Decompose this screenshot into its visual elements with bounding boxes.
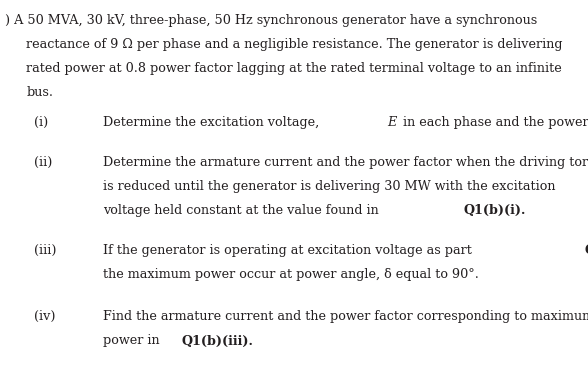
Text: is reduced until the generator is delivering 30 MW with the excitation: is reduced until the generator is delive… bbox=[103, 180, 556, 193]
Text: power in: power in bbox=[103, 334, 163, 348]
Text: in each phase and the power angle, δ.: in each phase and the power angle, δ. bbox=[399, 116, 588, 130]
Text: (i): (i) bbox=[34, 116, 48, 130]
Text: Q1(b)(i).: Q1(b)(i). bbox=[464, 204, 526, 217]
Text: (iii): (iii) bbox=[34, 244, 56, 257]
Text: ) A 50 MVA, 30 kV, three-phase, 50 Hz synchronous generator have a synchronous: ) A 50 MVA, 30 kV, three-phase, 50 Hz sy… bbox=[5, 14, 537, 27]
Text: Determine the armature current and the power factor when the driving torque: Determine the armature current and the p… bbox=[103, 156, 588, 169]
Text: If the generator is operating at excitation voltage as part: If the generator is operating at excitat… bbox=[103, 244, 476, 257]
Text: bus.: bus. bbox=[26, 86, 54, 99]
Text: the maximum power occur at power angle, δ equal to 90°.: the maximum power occur at power angle, … bbox=[103, 268, 479, 281]
Text: (ii): (ii) bbox=[34, 156, 52, 169]
Text: reactance of 9 Ω per phase and a negligible resistance. The generator is deliver: reactance of 9 Ω per phase and a negligi… bbox=[26, 38, 563, 51]
Text: voltage held constant at the value found in: voltage held constant at the value found… bbox=[103, 204, 383, 217]
Text: Q1(b)(iii).: Q1(b)(iii). bbox=[181, 334, 253, 348]
Text: Determine the excitation voltage,: Determine the excitation voltage, bbox=[103, 116, 323, 130]
Text: (iv): (iv) bbox=[34, 310, 56, 324]
Text: Q1(b)(ii): Q1(b)(ii) bbox=[584, 244, 588, 257]
Text: rated power at 0.8 power factor lagging at the rated terminal voltage to an infi: rated power at 0.8 power factor lagging … bbox=[26, 62, 562, 75]
Text: E: E bbox=[387, 116, 396, 130]
Text: Find the armature current and the power factor corresponding to maximum: Find the armature current and the power … bbox=[103, 310, 588, 324]
